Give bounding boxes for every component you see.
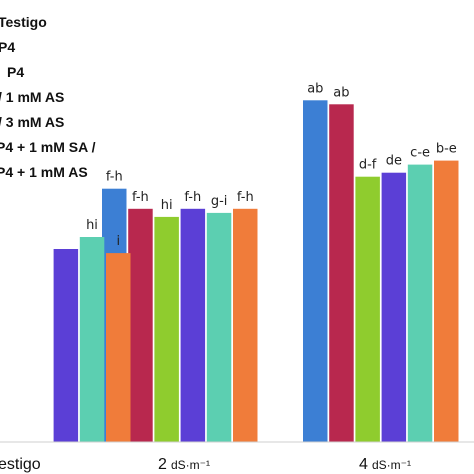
bar-series-1-cat-3: [303, 100, 328, 443]
significance-label: f-h: [132, 190, 149, 205]
bar-series-6-cat-1: [106, 253, 131, 442]
significance-label: f-h: [237, 190, 254, 205]
bar-series-6-cat-3: [434, 160, 459, 442]
x-tick-label: 2 dS·m⁻¹: [158, 456, 210, 473]
bar-series-5-cat-3: [407, 164, 433, 442]
significance-labels: f-h ab f-h ab hi d-f f-h de hi g-i c-e i f-h b-e: [86, 81, 457, 249]
bar-series-2-cat-2: [128, 208, 153, 442]
significance-label: ab: [307, 81, 323, 96]
legend: Testigo P4 P4 / 1 mM AS / 3 mM AS P4 + 1 mM S…: [0, 14, 96, 180]
legend-entry: P4: [7, 64, 24, 80]
significance-label: hi: [161, 198, 173, 213]
significance-label: hi: [86, 218, 98, 233]
x-tick-label: 4 dS·m⁻¹: [359, 456, 411, 473]
significance-label: de: [386, 154, 402, 169]
bar-series-3-cat-3: [355, 176, 380, 442]
bar-series-5-cat-1: [79, 237, 105, 442]
legend-entry: P4: [0, 39, 15, 55]
significance-label: d-f: [359, 158, 377, 173]
legend-entry: / 3 mM AS: [0, 114, 64, 130]
legend-entry: Testigo: [0, 14, 47, 30]
bar-series-4-cat-1: [53, 249, 79, 442]
bar-series-2-cat-3: [329, 104, 354, 443]
bars-group: [53, 100, 459, 443]
bar-series-4-cat-2: [180, 208, 206, 442]
bar-series-6-cat-2: [233, 208, 258, 442]
significance-label: g-i: [211, 194, 228, 209]
significance-label: ab: [333, 85, 349, 100]
significance-label: f-h: [106, 170, 123, 185]
bar-series-3-cat-2: [154, 216, 179, 442]
bar-series-5-cat-2: [206, 212, 232, 442]
bar-series-4-cat-3: [381, 172, 407, 442]
significance-label: i: [116, 234, 120, 249]
x-tick-label: Testigo: [0, 456, 41, 473]
x-axis-ticks: Testigo 2dS·m⁻¹ 4dS·m⁻¹: [0, 456, 411, 473]
significance-label: f-h: [184, 190, 201, 205]
significance-label: c-e: [410, 146, 430, 161]
legend-entry: P4 + 1 mM SA /: [0, 139, 96, 155]
legend-entry: / 1 mM AS: [0, 89, 64, 105]
significance-label: b-e: [436, 142, 457, 157]
legend-entry: P4 + 1 mM AS: [0, 164, 88, 180]
